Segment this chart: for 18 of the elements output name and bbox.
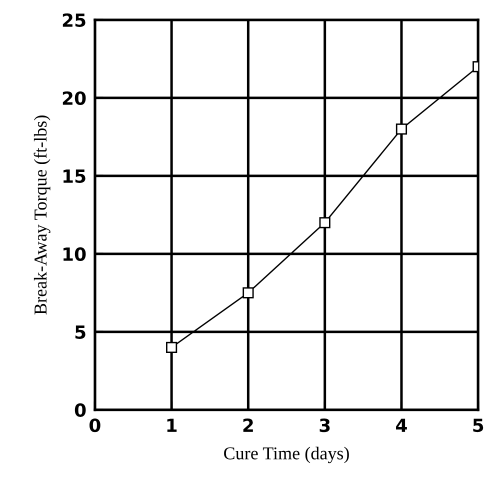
y-tick-label: 10 <box>64 247 86 261</box>
x-tick-label: 0 <box>90 418 100 432</box>
y-tick-label: 5 <box>75 326 86 339</box>
x-tick-label: 4 <box>396 418 407 432</box>
y-tick-label: 20 <box>62 91 86 105</box>
x-axis-title: Cure Time (days) <box>224 446 349 464</box>
y-tick-label: 15 <box>64 170 86 183</box>
point <box>319 217 330 228</box>
y-tick-label: 25 <box>62 13 86 27</box>
point <box>396 124 408 135</box>
x-tick-label: 5 <box>473 418 484 432</box>
x-tick-label: 3 <box>320 418 330 432</box>
y-axis-title: Break-Away Torque (ft-lbs) <box>34 115 50 314</box>
point <box>166 342 178 353</box>
x-tick-label: 2 <box>243 418 253 432</box>
y-tick-label: 0 <box>74 403 86 417</box>
x-tick-label: 1 <box>167 418 177 432</box>
point <box>242 287 254 298</box>
